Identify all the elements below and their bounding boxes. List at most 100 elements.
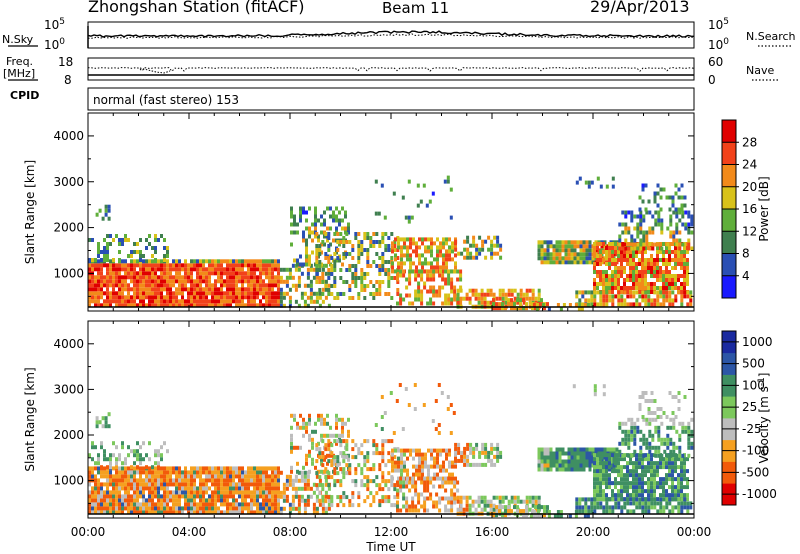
heatmap-cell — [396, 301, 399, 306]
heatmap-cell — [671, 250, 674, 254]
heatmap-cell — [578, 497, 582, 502]
heatmap-cell — [250, 287, 253, 292]
heatmap-cell — [172, 267, 175, 272]
heatmap-cell — [106, 234, 109, 238]
heatmap-cell — [142, 498, 145, 503]
heatmap-cell — [585, 451, 589, 456]
heatmap-cell — [671, 242, 674, 246]
heatmap-cell — [399, 301, 403, 306]
heatmap-cell — [582, 256, 586, 261]
heatmap-cell — [142, 506, 145, 511]
heatmap-cell — [626, 485, 629, 490]
heatmap-cell — [396, 288, 400, 292]
heatmap-cell — [154, 506, 157, 511]
heatmap-cell — [641, 465, 644, 470]
heatmap-cell — [427, 269, 430, 274]
heatmap-cell — [244, 498, 247, 503]
heatmap-cell — [315, 459, 319, 464]
heatmap-cell — [406, 245, 409, 250]
heatmap-cell — [624, 433, 628, 438]
heatmap-cell — [214, 263, 217, 268]
heatmap-cell — [208, 303, 211, 308]
heatmap-cell — [277, 291, 280, 296]
heatmap-cell — [175, 510, 178, 515]
heatmap-cell — [588, 252, 592, 257]
heatmap-cell — [390, 479, 394, 484]
heatmap-cell — [241, 267, 244, 272]
heatmap-cell — [671, 286, 674, 290]
heatmap-cell — [136, 271, 139, 276]
heatmap-cell — [415, 249, 418, 254]
heatmap-cell — [366, 479, 370, 484]
heatmap-cell — [644, 302, 648, 307]
heatmap-cell — [465, 499, 469, 504]
heatmap-cell — [659, 274, 662, 278]
heatmap-cell — [674, 183, 678, 188]
heatmap-cell — [621, 242, 625, 247]
heatmap-cell — [617, 282, 620, 286]
heatmap-cell — [321, 267, 325, 272]
heatmap-cell — [296, 222, 299, 227]
heatmap-cell — [556, 303, 560, 307]
heatmap-cell — [288, 474, 292, 479]
heatmap-cell — [414, 484, 418, 489]
heatmap-cell — [100, 279, 103, 284]
heatmap-cell — [468, 507, 472, 512]
heatmap-cell — [576, 240, 580, 245]
heatmap-cell — [668, 501, 672, 506]
heatmap-cell — [423, 476, 427, 481]
heatmap-cell — [626, 250, 629, 254]
heatmap-cell — [448, 253, 451, 258]
heatmap-cell — [345, 495, 349, 500]
heatmap-cell — [411, 500, 415, 505]
heatmap-cell — [394, 253, 397, 258]
heatmap-cell — [644, 294, 648, 299]
heatmap-cell — [104, 204, 108, 209]
heatmap-cell — [193, 502, 196, 507]
heatmap-cell — [241, 259, 244, 264]
heatmap-cell — [130, 254, 133, 258]
heatmap-cell — [175, 502, 178, 507]
heatmap-cell — [399, 488, 403, 493]
heatmap-cell — [617, 302, 621, 307]
heatmap-cell — [351, 479, 355, 484]
heatmap-cell — [345, 280, 349, 284]
heatmap-cell — [576, 252, 580, 257]
heatmap-cell — [659, 266, 662, 270]
heatmap-cell — [510, 298, 513, 303]
heatmap-cell — [665, 270, 668, 274]
heatmap-cell — [399, 297, 403, 302]
heatmap-cell — [220, 478, 223, 483]
heatmap-cell — [293, 218, 296, 223]
heatmap-cell — [561, 463, 565, 468]
heatmap-cell — [442, 237, 445, 242]
heatmap-cell — [537, 447, 541, 452]
heatmap-cell — [496, 251, 500, 256]
heatmap-cell — [674, 246, 677, 250]
heatmap-cell — [375, 288, 379, 292]
heatmap-cell — [445, 265, 448, 270]
heatmap-cell — [308, 469, 311, 474]
nave-line — [87, 67, 695, 72]
heatmap-cell — [596, 465, 599, 470]
heatmap-cell — [342, 244, 346, 248]
heatmap-cell — [375, 451, 379, 456]
heatmap-cell — [306, 482, 310, 487]
heatmap-cell — [648, 441, 652, 446]
heatmap-cell — [124, 470, 127, 475]
heatmap-cell — [268, 482, 271, 487]
heatmap-cell — [196, 259, 199, 264]
heatmap-cell — [632, 278, 635, 282]
heatmap-cell — [136, 259, 139, 264]
heatmap-cell — [381, 495, 385, 500]
heatmap-cell — [351, 264, 355, 268]
heatmap-cell — [109, 498, 112, 503]
heatmap-cell — [348, 471, 352, 476]
heatmap-cell — [217, 478, 220, 483]
heatmap-cell — [650, 497, 654, 502]
heatmap-cell — [106, 498, 109, 503]
heatmap-cell — [445, 257, 448, 262]
heatmap-cell — [633, 437, 637, 442]
heatmap-cell — [315, 244, 319, 248]
heatmap-cell — [366, 264, 370, 268]
